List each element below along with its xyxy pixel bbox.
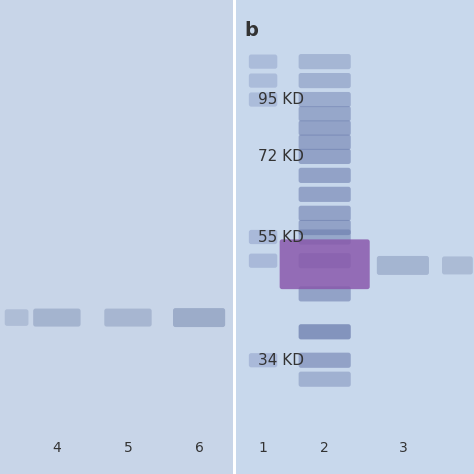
Text: 4: 4 (53, 441, 61, 455)
Text: 6: 6 (195, 441, 203, 455)
FancyBboxPatch shape (299, 353, 351, 368)
FancyBboxPatch shape (280, 239, 370, 289)
FancyBboxPatch shape (104, 309, 152, 327)
FancyBboxPatch shape (299, 206, 351, 221)
FancyBboxPatch shape (249, 73, 277, 88)
FancyBboxPatch shape (299, 187, 351, 202)
FancyBboxPatch shape (249, 55, 277, 69)
FancyBboxPatch shape (299, 372, 351, 387)
FancyBboxPatch shape (377, 256, 429, 275)
FancyBboxPatch shape (299, 73, 351, 88)
Text: b: b (244, 21, 258, 40)
FancyBboxPatch shape (249, 254, 277, 268)
FancyBboxPatch shape (442, 256, 473, 274)
FancyBboxPatch shape (299, 220, 351, 235)
Text: 95 KD: 95 KD (258, 92, 304, 107)
Bar (0, 0, 235, 474)
FancyBboxPatch shape (299, 92, 351, 107)
FancyBboxPatch shape (299, 106, 351, 121)
FancyBboxPatch shape (173, 308, 225, 327)
Text: 3: 3 (399, 441, 407, 455)
Bar (233, 0, 236, 474)
FancyBboxPatch shape (299, 120, 351, 136)
FancyBboxPatch shape (249, 230, 277, 244)
Text: 2: 2 (320, 441, 329, 455)
FancyBboxPatch shape (249, 92, 277, 107)
Bar (235, 0, 474, 474)
FancyBboxPatch shape (299, 253, 351, 268)
FancyBboxPatch shape (299, 54, 351, 69)
Text: 55 KD: 55 KD (258, 229, 304, 245)
FancyBboxPatch shape (299, 286, 351, 301)
Text: 72 KD: 72 KD (258, 149, 304, 164)
FancyBboxPatch shape (299, 168, 351, 183)
Text: 34 KD: 34 KD (258, 353, 304, 368)
FancyBboxPatch shape (299, 324, 351, 339)
FancyBboxPatch shape (33, 309, 81, 327)
FancyBboxPatch shape (299, 135, 351, 150)
FancyBboxPatch shape (299, 149, 351, 164)
Text: 5: 5 (124, 441, 132, 455)
FancyBboxPatch shape (249, 353, 277, 367)
FancyBboxPatch shape (299, 229, 351, 245)
FancyBboxPatch shape (5, 310, 28, 326)
Text: 1: 1 (259, 441, 267, 455)
